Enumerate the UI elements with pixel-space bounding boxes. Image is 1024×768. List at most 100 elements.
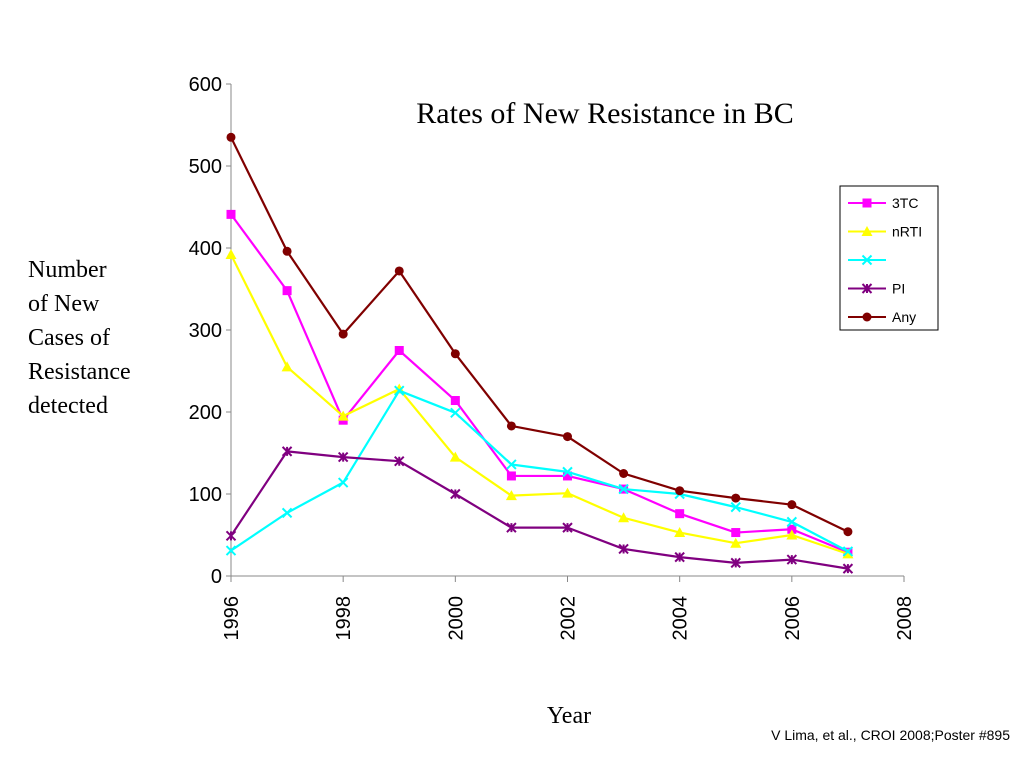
y-tick-label: 600 bbox=[189, 74, 222, 96]
data-point bbox=[506, 522, 517, 533]
data-point bbox=[449, 451, 461, 462]
legend-marker bbox=[861, 254, 873, 266]
data-point bbox=[394, 346, 404, 355]
x-tick-label: 2006 bbox=[782, 596, 804, 641]
data-point bbox=[281, 507, 293, 519]
legend-marker bbox=[862, 198, 872, 208]
data-point bbox=[281, 446, 293, 457]
data-point bbox=[563, 432, 572, 442]
data-point bbox=[505, 490, 517, 501]
axes bbox=[230, 84, 904, 577]
data-point bbox=[562, 466, 573, 478]
data-point bbox=[619, 469, 629, 478]
data-point bbox=[450, 349, 460, 359]
series-line bbox=[230, 389, 849, 553]
x-tick-label: 1996 bbox=[221, 596, 243, 641]
data-point bbox=[787, 500, 797, 510]
series-3tc bbox=[226, 209, 853, 557]
data-point bbox=[450, 407, 461, 419]
series-group bbox=[225, 132, 854, 574]
data-point bbox=[562, 487, 573, 498]
data-point bbox=[787, 524, 797, 534]
data-point bbox=[675, 486, 685, 496]
data-point bbox=[450, 396, 460, 406]
data-point bbox=[282, 286, 292, 296]
data-point bbox=[618, 543, 629, 555]
data-point bbox=[225, 249, 237, 260]
series-line bbox=[230, 450, 849, 570]
data-point bbox=[337, 477, 349, 488]
data-point bbox=[675, 509, 685, 519]
data-point bbox=[281, 361, 293, 372]
data-point bbox=[674, 527, 686, 538]
legend-marker bbox=[861, 226, 873, 236]
data-point bbox=[786, 516, 798, 528]
legend-marker bbox=[862, 312, 872, 322]
y-axis-label-line-4: Resistance bbox=[28, 359, 131, 385]
x-tick-label: 1998 bbox=[333, 596, 355, 641]
data-point bbox=[282, 246, 292, 256]
y-tick-label: 200 bbox=[189, 402, 222, 424]
y-axis-label: Number of New Cases of Resistance detect… bbox=[28, 257, 137, 419]
data-point bbox=[394, 266, 404, 276]
data-point bbox=[506, 471, 516, 481]
x-tick-label: 2004 bbox=[670, 596, 692, 641]
y-tick-label: 400 bbox=[189, 238, 222, 260]
data-point bbox=[618, 512, 630, 523]
y-tick-label: 0 bbox=[211, 566, 222, 588]
chart-title: Rates of New Resistance in BC bbox=[416, 97, 793, 130]
data-point bbox=[394, 455, 405, 467]
y-axis-label-line-1: Number bbox=[28, 257, 107, 283]
data-point bbox=[842, 563, 854, 574]
series-line bbox=[230, 136, 849, 533]
data-point bbox=[618, 483, 629, 495]
y-axis-label-line-2: of New bbox=[28, 291, 100, 317]
data-point bbox=[226, 209, 236, 219]
series-any bbox=[226, 132, 853, 537]
source-credit: V Lima, et al., CROI 2008;Poster #895 bbox=[771, 727, 1010, 743]
x-axis-label: Year bbox=[547, 703, 591, 729]
legend-label: nRTI bbox=[892, 224, 922, 240]
y-tick-label: 100 bbox=[189, 484, 222, 506]
data-point bbox=[842, 548, 854, 559]
data-point bbox=[337, 451, 349, 463]
x-tick-label: 2002 bbox=[558, 596, 580, 641]
data-point bbox=[731, 493, 741, 503]
data-point bbox=[506, 459, 517, 470]
data-point bbox=[394, 385, 405, 396]
y-tick-label: 300 bbox=[189, 320, 222, 342]
y-axis-label-line-3: Cases of bbox=[28, 325, 110, 351]
series-line bbox=[230, 254, 849, 555]
legend-marker bbox=[861, 283, 873, 294]
legend-box bbox=[839, 185, 939, 331]
data-point bbox=[730, 557, 741, 569]
legend-label: PI bbox=[892, 281, 905, 297]
data-point bbox=[731, 528, 741, 538]
data-point bbox=[450, 488, 461, 500]
data-point bbox=[506, 421, 516, 431]
data-point bbox=[562, 522, 573, 533]
series-nrti bbox=[225, 249, 854, 559]
x-tick-label: 2000 bbox=[445, 596, 467, 641]
x-tick-label: 2008 bbox=[894, 596, 916, 641]
data-point bbox=[786, 554, 798, 565]
data-point bbox=[730, 501, 741, 513]
data-point bbox=[674, 551, 685, 563]
legend: 3TC nRTI PI Any bbox=[839, 185, 939, 331]
data-point bbox=[843, 527, 853, 537]
legend-label: 3TC bbox=[892, 195, 918, 211]
y-tick-label: 500 bbox=[189, 156, 222, 178]
data-point bbox=[337, 410, 349, 421]
legend-label: Any bbox=[892, 309, 916, 325]
data-point bbox=[786, 529, 798, 540]
series-pi bbox=[225, 446, 854, 574]
data-point bbox=[338, 329, 348, 339]
data-point bbox=[226, 132, 236, 142]
y-axis-label-line-5: detected bbox=[28, 393, 108, 419]
data-point bbox=[225, 545, 237, 556]
data-point bbox=[563, 471, 572, 481]
data-point bbox=[225, 530, 237, 542]
series-line bbox=[230, 213, 849, 554]
x-ticks: 1996 1998 2000 2002 2004 2006 2008 bbox=[221, 576, 916, 641]
